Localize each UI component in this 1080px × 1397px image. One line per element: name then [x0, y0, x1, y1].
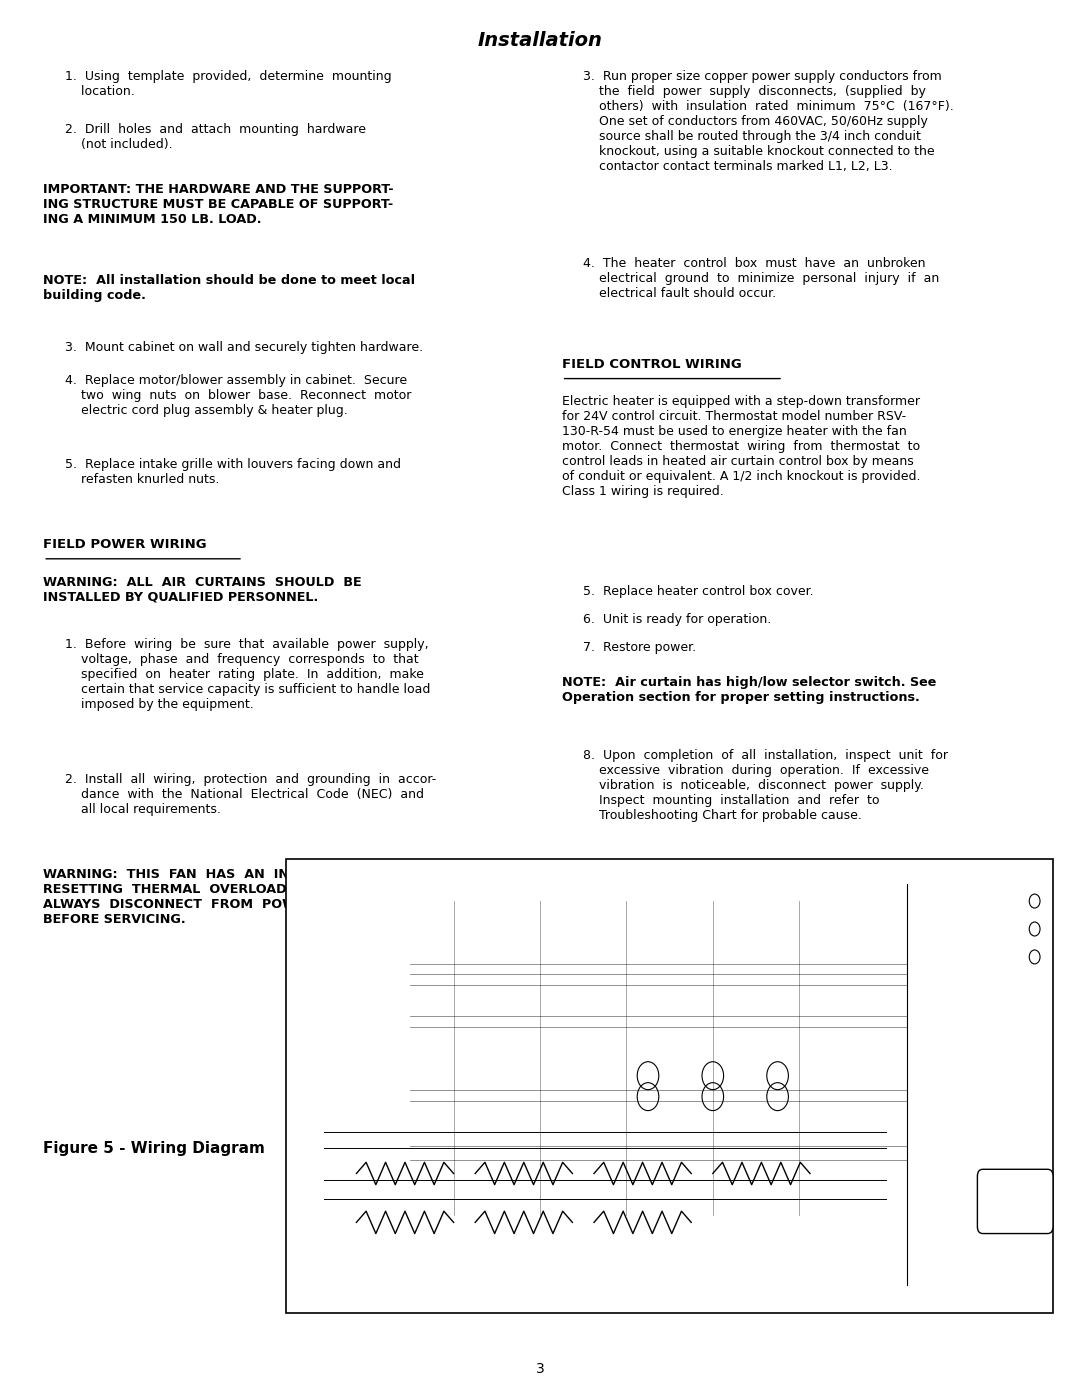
- Text: M ~ 208V
94 ~ 240V
91/88 ~ 480V: M ~ 208V 94 ~ 240V 91/88 ~ 480V: [756, 996, 805, 1016]
- Text: 7.  Restore power.: 7. Restore power.: [583, 641, 697, 654]
- Text: 3.  Mount cabinet on wall and securely tighten hardware.: 3. Mount cabinet on wall and securely ti…: [65, 341, 423, 353]
- Text: GR: GR: [901, 1066, 914, 1074]
- Text: 3: 3: [536, 1362, 544, 1376]
- Text: IMPORTANT: THE HARDWARE AND THE SUPPORT-
ING STRUCTURE MUST BE CAPABLE OF SUPPOR: IMPORTANT: THE HARDWARE AND THE SUPPORT-…: [43, 183, 394, 226]
- Text: NOTE:  Air curtain has high/low selector switch. See
Operation section for prope: NOTE: Air curtain has high/low selector …: [562, 676, 936, 704]
- Text: 3.  Run proper size copper power supply conductors from
    the  field  power  s: 3. Run proper size copper power supply c…: [583, 70, 954, 173]
- Text: HEATER SECTION: HEATER SECTION: [569, 873, 662, 883]
- Text: G: G: [1042, 925, 1049, 933]
- Text: FR: FR: [729, 1066, 740, 1074]
- Text: MOTOR: MOTOR: [997, 1197, 1034, 1206]
- Text: L3: L3: [913, 1038, 922, 1046]
- Text: PLUG: PLUG: [896, 1136, 918, 1144]
- Text: WARNING:  ALL  AIR  CURTAINS  SHOULD  BE
INSTALLED BY QUALIFIED PERSONNEL.: WARNING: ALL AIR CURTAINS SHOULD BE INST…: [43, 576, 362, 604]
- Text: R: R: [1042, 953, 1048, 961]
- Text: Figure 5 - Wiring Diagram: Figure 5 - Wiring Diagram: [43, 1141, 265, 1155]
- Text: 2.  Install  all  wiring,  protection  and  grounding  in  accor-
    dance  wit: 2. Install all wiring, protection and gr…: [65, 773, 436, 816]
- Text: BTU 991: BTU 991: [1015, 1298, 1048, 1306]
- Text: W: W: [1042, 897, 1051, 905]
- Text: HR: HR: [678, 996, 693, 1004]
- Text: TR: TR: [702, 926, 713, 935]
- Text: FL: FL: [406, 1120, 415, 1129]
- Text: 1.  Using  template  provided,  determine  mounting
    location.: 1. Using template provided, determine mo…: [65, 70, 391, 98]
- Text: FL: FL: [665, 1120, 674, 1129]
- Text: 2.  Drill  holes  and  attach  mounting  hardware
    (not included).: 2. Drill holes and attach mounting hardw…: [65, 123, 366, 151]
- Text: WARNING:  THIS  FAN  HAS  AN  INTERNAL  SELF
RESETTING  THERMAL  OVERLOAD  PROTE: WARNING: THIS FAN HAS AN INTERNAL SELF R…: [43, 868, 389, 926]
- Text: 24 V.: 24 V.: [681, 898, 701, 907]
- Text: HE: HE: [621, 1176, 632, 1185]
- Text: FIELD CONTROL WIRING: FIELD CONTROL WIRING: [562, 358, 741, 370]
- Text: REPLACE THE FUSIBLE LINK ASSEMBLY WITH MICROTEMP 4A42304AN OR 4A2304N ONLY: REPLACE THE FUSIBLE LINK ASSEMBLY WITH M…: [525, 1301, 804, 1306]
- Text: 5.  Replace intake grille with louvers facing down and
    refasten knurled nuts: 5. Replace intake grille with louvers fa…: [65, 458, 401, 486]
- Text: FAN SECTION: FAN SECTION: [629, 1078, 700, 1088]
- Text: HE: HE: [535, 1176, 545, 1185]
- Text: 4.  The  heater  control  box  must  have  an  unbroken
    electrical  ground  : 4. The heater control box must have an u…: [583, 257, 940, 300]
- Text: LEGEND
HR - HEAT RELAY
TB - TERMINAL BLOCK
TR TRANSFORMER
PL - PILOT LIGHT
FL - : LEGEND HR - HEAT RELAY TB - TERMINAL BLO…: [292, 999, 376, 1070]
- Text: TO POWER
SUPPLY: TO POWER SUPPLY: [875, 999, 916, 1018]
- Text: 4.  Replace motor/blower assembly in cabinet.  Secure
    two  wing  nuts  on  b: 4. Replace motor/blower assembly in cabi…: [65, 374, 411, 418]
- FancyBboxPatch shape: [977, 1169, 1053, 1234]
- Text: L2: L2: [913, 1013, 922, 1021]
- Text: HE: HE: [491, 1120, 502, 1129]
- Text: NOTE:  All installation should be done to meet local
building code.: NOTE: All installation should be done to…: [43, 274, 416, 302]
- Text: PILOT
LIGHT
HEAT
ON: PILOT LIGHT HEAT ON: [631, 926, 654, 967]
- Bar: [286, 859, 1053, 1313]
- Text: Electric heater is equipped with a step-down transformer
for 24V control circuit: Electric heater is equipped with a step-…: [562, 395, 920, 499]
- Text: THERMOSTAT
TERMINAL MARKING
TB
L1: THERMOSTAT TERMINAL MARKING TB L1: [945, 922, 1023, 963]
- Text: Installation: Installation: [477, 31, 603, 50]
- Text: COLOR CODE
RE - RED
WH - WHITE
BK/RD - BLACK W/ RED TRACER
YE - YELLOW
OR - ORAN: COLOR CODE RE - RED WH - WHITE BK/RD - B…: [292, 877, 411, 949]
- Text: FL: FL: [449, 1176, 458, 1185]
- Text: FIELD WIRING TO THERMOSTAT: FIELD WIRING TO THERMOSTAT: [895, 873, 1027, 882]
- Text: FIELD POWER WIRING: FIELD POWER WIRING: [43, 538, 207, 550]
- Text: PL: PL: [582, 996, 595, 1004]
- Text: BU: BU: [335, 1081, 347, 1090]
- Text: 6.  Unit is ready for operation.: 6. Unit is ready for operation.: [583, 613, 771, 626]
- Text: 5.  Replace heater control box cover.: 5. Replace heater control box cover.: [583, 585, 814, 598]
- Text: 1.  Before  wiring  be  sure  that  available  power  supply,
    voltage,  phas: 1. Before wiring be sure that available …: [65, 638, 430, 711]
- Text: PLUG .: PLUG .: [666, 1136, 694, 1144]
- Text: 8.  Upon  completion  of  all  installation,  inspect  unit  for
    excessive  : 8. Upon completion of all installation, …: [583, 749, 948, 821]
- Text: HE: HE: [578, 1120, 589, 1129]
